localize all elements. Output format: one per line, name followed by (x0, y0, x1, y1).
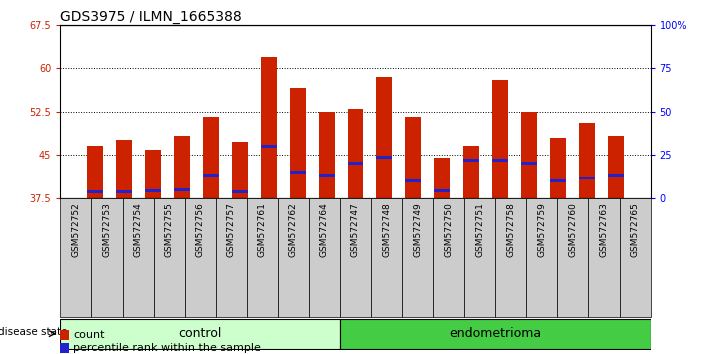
Bar (608, 174, 624, 177)
Bar (278, 198, 309, 317)
Bar (550, 137, 566, 198)
Text: GDS3975 / ILMN_1665388: GDS3975 / ILMN_1665388 (60, 10, 242, 24)
Text: count: count (73, 330, 105, 341)
Bar (464, 159, 479, 162)
Bar (340, 198, 371, 317)
Text: GSM572762: GSM572762 (289, 202, 298, 257)
Bar (619, 198, 651, 317)
Bar (521, 112, 537, 198)
Text: GSM572750: GSM572750 (444, 202, 453, 257)
Bar (60, 198, 92, 317)
Bar (116, 141, 132, 198)
Bar (557, 198, 589, 317)
Bar (348, 109, 363, 198)
Bar (122, 198, 154, 317)
Bar (232, 190, 247, 193)
Bar (464, 198, 496, 317)
Text: GSM572757: GSM572757 (227, 202, 236, 257)
Bar (579, 123, 595, 198)
Bar (87, 146, 103, 198)
Bar (376, 156, 392, 159)
Bar (376, 77, 392, 198)
Bar (174, 188, 190, 191)
Text: GSM572763: GSM572763 (599, 202, 609, 257)
Bar (348, 162, 363, 165)
Bar (492, 80, 508, 198)
Text: percentile rank within the sample: percentile rank within the sample (73, 343, 261, 353)
Bar (87, 190, 103, 193)
Text: endometrioma: endometrioma (449, 327, 541, 340)
Bar (433, 198, 464, 317)
Bar (154, 198, 185, 317)
Text: GSM572765: GSM572765 (631, 202, 639, 257)
Text: disease state: disease state (0, 327, 68, 337)
Bar (289, 171, 306, 174)
Bar (203, 174, 219, 177)
Text: GSM572758: GSM572758 (506, 202, 515, 257)
Text: control: control (178, 327, 222, 340)
Bar (550, 179, 566, 182)
Text: GSM572749: GSM572749 (413, 202, 422, 257)
Text: GSM572759: GSM572759 (538, 202, 546, 257)
Bar (215, 198, 247, 317)
Bar (319, 112, 335, 198)
Text: GSM572752: GSM572752 (72, 202, 80, 257)
Text: GSM572754: GSM572754 (134, 202, 143, 257)
Bar (608, 136, 624, 198)
Bar (464, 146, 479, 198)
Bar (309, 198, 340, 317)
Bar (261, 145, 277, 148)
Bar (261, 57, 277, 198)
Text: GSM572751: GSM572751 (475, 202, 484, 257)
Bar (289, 88, 306, 198)
Text: GSM572747: GSM572747 (351, 202, 360, 257)
Bar (319, 174, 335, 177)
Text: GSM572755: GSM572755 (165, 202, 173, 257)
Bar (145, 189, 161, 192)
Text: GSM572748: GSM572748 (382, 202, 391, 257)
Bar (232, 142, 247, 198)
Bar (405, 179, 422, 182)
Bar (521, 162, 537, 165)
Bar (340, 319, 651, 349)
Text: GSM572756: GSM572756 (196, 202, 205, 257)
Bar (60, 343, 70, 353)
Bar (185, 198, 215, 317)
Bar (92, 198, 122, 317)
Bar (116, 190, 132, 193)
Bar (402, 198, 433, 317)
Text: GSM572764: GSM572764 (320, 202, 329, 257)
Bar (434, 189, 450, 192)
Bar (371, 198, 402, 317)
Bar (526, 198, 557, 317)
Bar (496, 198, 526, 317)
Bar (203, 117, 219, 198)
Bar (589, 198, 619, 317)
Bar (434, 158, 450, 198)
Text: GSM572761: GSM572761 (258, 202, 267, 257)
Bar (579, 177, 595, 179)
Text: GSM572753: GSM572753 (102, 202, 112, 257)
Bar (145, 150, 161, 198)
Bar (405, 117, 422, 198)
Bar (60, 331, 70, 341)
Bar (174, 136, 190, 198)
Text: GSM572760: GSM572760 (568, 202, 577, 257)
Bar (60, 319, 340, 349)
Bar (247, 198, 278, 317)
Bar (492, 159, 508, 162)
